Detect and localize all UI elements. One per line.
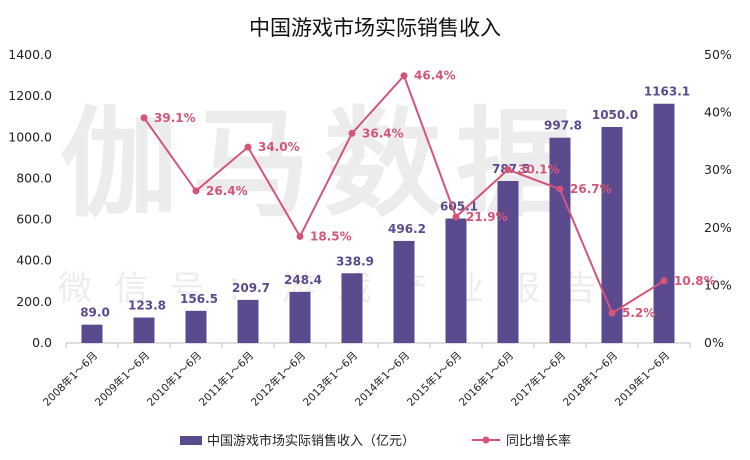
bar xyxy=(445,218,467,343)
bar-value-label: 123.8 xyxy=(128,299,166,313)
bar-value-label: 209.7 xyxy=(232,281,270,295)
bar-value-label: 156.5 xyxy=(180,292,218,306)
growth-value-label: 30.1% xyxy=(518,163,560,177)
growth-point xyxy=(452,213,460,221)
bar xyxy=(237,299,259,343)
x-tick-label: 2016年1～6月 xyxy=(456,349,516,409)
growth-value-label: 36.4% xyxy=(362,126,404,140)
y-left-tick-label: 200.0 xyxy=(16,294,52,309)
bar xyxy=(81,324,103,343)
growth-value-label: 10.8% xyxy=(674,274,716,288)
x-tick-label: 2014年1～6月 xyxy=(352,349,412,409)
bar xyxy=(289,291,311,343)
growth-point xyxy=(504,166,512,174)
bar xyxy=(549,137,571,343)
y-right-tick-label: 20% xyxy=(704,220,732,235)
x-tick-labels: 2008年1～6月2009年1～6月2010年1～6月2011年1～6月2012… xyxy=(40,349,672,409)
x-tick-label: 2008年1～6月 xyxy=(40,349,100,409)
x-tick-label: 2012年1～6月 xyxy=(248,349,308,409)
growth-point xyxy=(296,232,304,240)
bar xyxy=(653,103,675,344)
x-tick-label: 2013年1～6月 xyxy=(300,349,360,409)
growth-point xyxy=(192,187,200,195)
y-left-tick-label: 800.0 xyxy=(16,170,52,185)
bar xyxy=(601,127,623,343)
x-tick-label: 2009年1～6月 xyxy=(92,349,152,409)
bar xyxy=(185,310,207,343)
line-labels: 39.1% 26.4% 34.0% 18.5% 36.4% 46.4% 21.9% 30.1%… xyxy=(154,69,716,320)
legend-swatch-marker xyxy=(482,436,490,444)
growth-point xyxy=(400,72,408,80)
bar-value-label: 997.8 xyxy=(544,119,582,133)
axes: 0.0 200.0 400.0 600.0 800.0 1000.0 1200.0 1400.… xyxy=(8,47,732,350)
legend: 中国游戏市场实际销售收入（亿元） 同比增长率 xyxy=(180,433,571,449)
growth-point xyxy=(244,143,252,151)
legend-swatch-bar xyxy=(180,436,202,445)
growth-value-label: 46.4% xyxy=(414,69,456,83)
bar xyxy=(341,273,363,343)
bar xyxy=(393,240,415,343)
growth-point xyxy=(140,114,148,122)
growth-value-label: 18.5% xyxy=(310,229,352,243)
x-tick-label: 2010年1～6月 xyxy=(144,349,204,409)
y-left-tick-label: 1000.0 xyxy=(8,129,52,144)
bar-value-label: 1050.0 xyxy=(592,108,638,122)
bar-value-label: 1163.1 xyxy=(644,85,690,99)
bar-value-label: 605.1 xyxy=(440,200,478,214)
y-right-tick-label: 0% xyxy=(704,335,724,350)
y-left-tick-label: 1200.0 xyxy=(8,88,52,103)
bar-value-label: 89.0 xyxy=(80,306,110,320)
bar-series xyxy=(81,103,675,344)
bar xyxy=(133,317,155,343)
watermark: 伽马数据 微信号：游戏产业报告 xyxy=(58,95,596,309)
growth-value-label: 39.1% xyxy=(154,111,196,125)
legend-label-bar: 中国游戏市场实际销售收入（亿元） xyxy=(207,433,415,449)
growth-point xyxy=(608,309,616,317)
bar xyxy=(497,181,519,343)
y-right-tick-label: 10% xyxy=(704,277,732,292)
bar-value-label: 496.2 xyxy=(388,222,426,236)
line-series xyxy=(140,72,668,317)
x-tick-label: 2011年1～6月 xyxy=(196,349,256,409)
bar-value-label: 338.9 xyxy=(336,254,374,268)
y-right-tick-label: 50% xyxy=(704,47,732,62)
y-left-tick-label: 1400.0 xyxy=(8,47,52,62)
bar-value-label: 248.4 xyxy=(284,273,322,287)
chart-title: 中国游戏市场实际销售收入 xyxy=(249,16,501,40)
y-left-tick-label: 0.0 xyxy=(32,335,52,350)
growth-value-label: 5.2% xyxy=(622,306,655,320)
y-left-tick-label: 400.0 xyxy=(16,253,52,268)
growth-value-label: 21.9% xyxy=(466,210,508,224)
y-left-tick-label: 600.0 xyxy=(16,212,52,227)
legend-label-line: 同比增长率 xyxy=(506,433,571,449)
x-tick-label: 2015年1～6月 xyxy=(404,349,464,409)
x-tick-label: 2018年1～6月 xyxy=(560,349,620,409)
growth-value-label: 26.4% xyxy=(206,184,248,198)
growth-point xyxy=(660,277,668,285)
x-tick-label: 2017年1～6月 xyxy=(508,349,568,409)
y-right-tick-label: 30% xyxy=(704,162,732,177)
growth-point xyxy=(556,185,564,193)
growth-value-label: 34.0% xyxy=(258,140,300,154)
growth-value-label: 26.7% xyxy=(570,182,612,196)
y-right-tick-label: 40% xyxy=(704,105,732,120)
x-tick-label: 2019年1～6月 xyxy=(612,349,672,409)
growth-point xyxy=(348,129,356,137)
